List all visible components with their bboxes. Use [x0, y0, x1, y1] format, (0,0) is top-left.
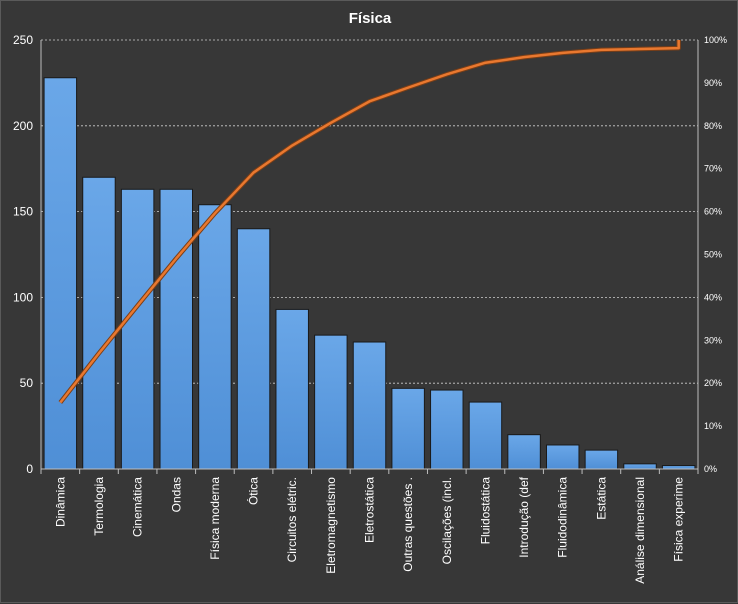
- cumulative-line: [58, 40, 681, 404]
- y2-axis-ticks: 0% 10% 20% 30% 40% 50% 60% 70% 80% 90% 100%: [704, 35, 727, 474]
- y2-tick-label: 100%: [704, 35, 727, 45]
- x-tick-label: Outras questões .: [401, 477, 415, 572]
- x-tick-label: Ótica: [246, 477, 261, 505]
- y-tick-label: 100: [13, 290, 33, 304]
- bar: [391, 387, 425, 470]
- x-tick-label: Análise dimensional: [633, 477, 647, 584]
- y2-tick-label: 30%: [704, 335, 722, 345]
- y2-tick-label: 10%: [704, 421, 722, 431]
- y2-tick-label: 60%: [704, 207, 722, 217]
- x-tick-label: Eletromagnetismo: [324, 477, 338, 574]
- bar: [468, 401, 503, 470]
- x-tick-label: Cinemática: [131, 477, 145, 537]
- cumulative-line-path: [59, 40, 680, 404]
- bar: [584, 449, 619, 470]
- bar: [159, 188, 193, 470]
- bar: [275, 308, 309, 470]
- x-tick-label: Física experime: [672, 477, 686, 562]
- x-tick-label: Circuitos elétric.: [285, 477, 299, 562]
- axes: [40, 40, 699, 474]
- bar: [82, 176, 116, 470]
- x-axis-ticks: Dinâmica Termologia Cinemática Ondas Física …: [53, 476, 685, 583]
- y2-tick-label: 50%: [704, 250, 722, 260]
- y2-tick-label: 20%: [704, 378, 722, 388]
- y-tick-label: 150: [13, 205, 33, 219]
- bar: [507, 434, 541, 470]
- y2-tick-label: 90%: [704, 78, 722, 88]
- x-tick-label: Fluidostática: [478, 477, 492, 545]
- bars: [43, 77, 696, 470]
- x-tick-label: Dinâmica: [53, 477, 67, 527]
- y2-tick-label: 70%: [704, 164, 722, 174]
- y2-tick-label: 0%: [704, 464, 717, 474]
- bar: [236, 228, 271, 470]
- chart-title: Física: [349, 10, 392, 27]
- bar: [120, 188, 155, 470]
- bar: [314, 334, 348, 470]
- y-tick-label: 200: [13, 119, 33, 133]
- bar: [352, 341, 387, 470]
- x-tick-label: Oscilações (incl.: [440, 477, 454, 564]
- x-tick-label: Introdução (def: [517, 476, 531, 557]
- y-axis-ticks: 0 50 100 150 200 250: [13, 33, 33, 476]
- y-tick-label: 0: [26, 462, 33, 476]
- bar: [43, 77, 78, 470]
- bar: [623, 463, 657, 470]
- x-tick-label: Ondas: [169, 477, 183, 512]
- x-tick-label: Física moderna: [208, 477, 222, 560]
- x-tick-label: Eletrostática: [363, 477, 377, 543]
- y-tick-label: 50: [20, 376, 34, 390]
- x-tick-label: Estática: [594, 477, 608, 520]
- y-tick-label: 250: [13, 33, 33, 47]
- y2-tick-label: 40%: [704, 292, 722, 302]
- y2-tick-label: 80%: [704, 121, 722, 131]
- bar: [430, 389, 464, 470]
- bar: [198, 204, 232, 470]
- bar: [661, 465, 696, 470]
- x-tick-label: Termologia: [92, 477, 106, 536]
- bar: [546, 444, 580, 470]
- x-tick-label: Fluidodinâmica: [556, 477, 570, 558]
